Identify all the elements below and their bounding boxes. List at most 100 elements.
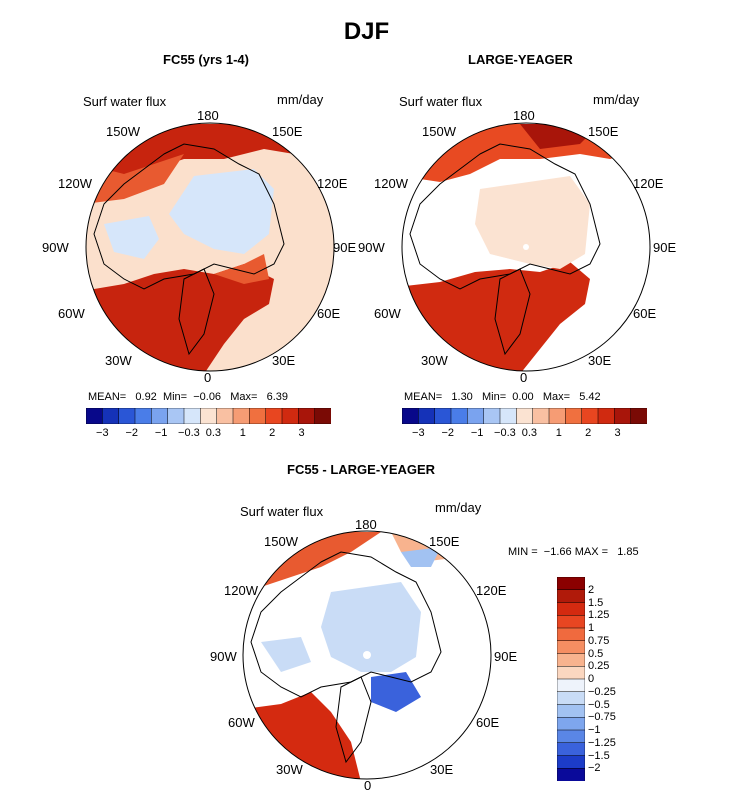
panel2-lon-150w: 150W [422, 124, 456, 139]
panel2-map-boundary [401, 122, 651, 372]
colorbar-swatch [134, 408, 153, 424]
panel3-lon-90w: 90W [210, 649, 237, 664]
colorbar-swatch [565, 408, 583, 424]
panel1-title: FC55 (yrs 1-4) [163, 52, 249, 67]
panel1-lon-90w: 90W [42, 240, 69, 255]
panel1-mean-label: MEAN= [88, 391, 127, 403]
panel3-coastline [250, 551, 442, 698]
diff-colorbar-swatch [557, 666, 585, 680]
panel1-min: −0.06 [193, 391, 222, 403]
panel1-max-label: Max= [230, 391, 258, 403]
panel1-mean: 0.92 [135, 391, 157, 403]
colorbar-tick-label: −2 [125, 427, 138, 439]
panel3-variable: Surf water flux [240, 504, 324, 519]
panel1-stats: MEAN= 0.92 Min= −0.06 Max= 6.39 [88, 391, 288, 403]
panel3-lon-120e: 120E [476, 583, 507, 598]
diff-colorbar-swatch [557, 729, 585, 744]
panel3-lon-60w: 60W [228, 715, 255, 730]
diff-colorbar-swatch [557, 653, 585, 667]
panel2-lon-90e: 90E [653, 240, 677, 255]
diff-colorbar-tick-label: 1.5 [588, 596, 604, 609]
colorbar-swatch [200, 408, 218, 424]
panel2-lon-90w: 90W [358, 240, 385, 255]
diff-colorbar-tick-label: 0 [588, 673, 595, 685]
colorbar-swatch [216, 408, 234, 424]
panel3-max: 1.85 [617, 546, 639, 558]
panel3-lon-120w: 120W [224, 583, 258, 598]
panel1-colorbar-ticks: −3 −2 −1 −0.3 0.3 1 2 3 [86, 427, 331, 441]
panel3-lon-0: 0 [364, 778, 372, 793]
panel1-lon-30w: 30W [105, 353, 132, 368]
colorbar-tick-label: −3 [96, 427, 109, 439]
diff-colorbar-swatch [557, 768, 585, 781]
diff-colorbar-tick-label: 1.25 [588, 609, 610, 622]
panel3-lon-150w: 150W [264, 534, 298, 549]
panel2-units: mm/day [593, 92, 640, 107]
colorbar-swatch [281, 408, 300, 424]
panel3-lon-30w: 30W [276, 762, 303, 777]
colorbar-swatch [516, 408, 534, 424]
panel1-lon-60w: 60W [58, 306, 85, 321]
panel1-lon-180: 180 [197, 108, 219, 123]
colorbar-swatch [183, 408, 202, 424]
diff-colorbar-ticks: 2 1.5 1.25 1 0.75 0.5 0.25 0 −0.25 −0.5 −0.75 −1 −1.… [588, 577, 648, 781]
diff-colorbar-swatch [557, 717, 585, 731]
colorbar-swatch [249, 408, 267, 424]
panel2-coastline [409, 143, 601, 290]
panel2-colorbar [402, 408, 647, 424]
colorbar-swatch [597, 408, 616, 424]
panel2-max: 5.42 [579, 391, 601, 403]
panel3-min: −1.66 [543, 546, 572, 558]
panel1-units: mm/day [277, 92, 324, 107]
panel1-lon-150w: 150W [106, 124, 140, 139]
diff-colorbar-swatch [557, 640, 585, 655]
panel2-stats: MEAN= 1.30 Min= 0.00 Max= 5.42 [404, 391, 601, 403]
panel1-atlantic-mid [214, 254, 269, 284]
panel2-max-label: Max= [542, 391, 571, 403]
panel3-lon-180: 180 [355, 517, 377, 532]
colorbar-tick-label: −3 [412, 427, 425, 439]
diff-colorbar-swatch [557, 577, 585, 591]
panel2-greenland [494, 268, 531, 356]
colorbar-swatch [630, 408, 647, 424]
panel2-min: 0.00 [512, 391, 534, 403]
panel3-canada-negative [261, 637, 311, 672]
panel3-stats: MIN = −1.66 MAX = 1.85 [508, 546, 639, 558]
colorbar-tick-label: 0.3 [205, 427, 222, 439]
panel2-variable: Surf water flux [399, 94, 483, 109]
panel2-mean: 1.30 [451, 391, 473, 403]
panel1-lon-150e: 150E [272, 124, 303, 139]
colorbar-tick-label: 1 [239, 427, 246, 439]
panel1-lon-0: 0 [204, 370, 212, 385]
panel2-lon-30w: 30W [421, 353, 448, 368]
diff-colorbar-tick-label: −0.5 [588, 698, 610, 711]
colorbar-swatch [581, 408, 599, 424]
panel1-lon-90e: 90E [333, 240, 357, 255]
colorbar-swatch [265, 408, 283, 424]
colorbar-tick-label: 0.3 [521, 427, 538, 439]
panel2-pole-mark [523, 244, 529, 250]
panel3-units: mm/day [435, 500, 482, 515]
colorbar-swatch [102, 408, 120, 424]
colorbar-swatch [118, 408, 136, 424]
colorbar-tick-label: −2 [441, 427, 454, 439]
diff-colorbar-tick-label: 0.25 [588, 660, 610, 673]
panel2-map [401, 122, 651, 372]
panel3-arctic-negative [321, 582, 421, 672]
colorbar-tick-label: 2 [585, 427, 592, 439]
colorbar-tick-label: 3 [614, 427, 621, 439]
panel1-canada-negative [104, 216, 159, 259]
diff-colorbar-swatch [557, 627, 585, 642]
colorbar-swatch [532, 408, 550, 424]
colorbar-swatch [151, 408, 169, 424]
panel1-greenland [178, 268, 215, 356]
panel2-mean-label: MEAN= [404, 391, 443, 403]
colorbar-swatch [548, 408, 567, 424]
panel1-map-boundary [85, 122, 335, 372]
diff-colorbar-swatch [557, 742, 585, 757]
colorbar-swatch [86, 408, 104, 424]
panel1-max: 6.39 [266, 391, 289, 403]
colorbar-swatch [499, 408, 518, 424]
panel1-lon-120w: 120W [58, 176, 92, 191]
panel2-arctic-positive [475, 176, 590, 269]
